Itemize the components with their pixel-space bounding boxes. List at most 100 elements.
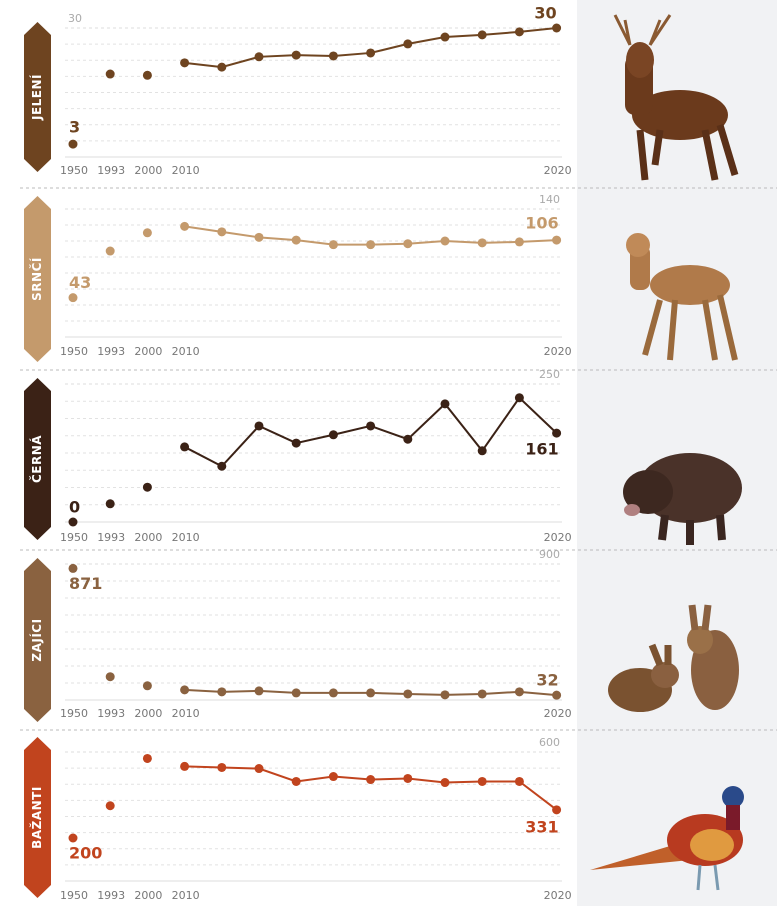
data-point (217, 687, 227, 697)
data-point (440, 32, 450, 42)
data-point (514, 687, 524, 697)
data-point (180, 221, 190, 231)
x-tick-label: 2020 (544, 531, 572, 544)
data-point (68, 139, 78, 149)
y-tick-label: 30 (68, 12, 82, 25)
data-point (328, 240, 338, 250)
data-point (477, 776, 487, 786)
data-point (440, 236, 450, 246)
value-label: 43 (69, 273, 91, 292)
x-tick-label: 2010 (172, 345, 200, 358)
data-point (68, 833, 78, 843)
data-point (477, 30, 487, 40)
data-point (328, 772, 338, 782)
data-point (514, 237, 524, 247)
x-tick-label: 2010 (172, 707, 200, 720)
value-label: 32 (536, 671, 558, 690)
x-tick-label: 1993 (97, 707, 125, 720)
title-banner (24, 22, 51, 172)
panel-title: JELENÍ (29, 74, 44, 121)
y-tick-label: 900 (539, 548, 560, 561)
hares (608, 604, 739, 712)
series-line (184, 27, 557, 69)
data-point (291, 50, 301, 60)
separators (20, 187, 777, 731)
data-point (403, 39, 413, 49)
x-tick-label: 2020 (544, 889, 572, 902)
series-line (184, 765, 558, 811)
data-point (366, 240, 376, 250)
data-point (366, 48, 376, 58)
x-tick-label: 2000 (134, 889, 162, 902)
x-tick-label: 1950 (60, 707, 88, 720)
data-point (477, 446, 487, 456)
data-point (142, 482, 152, 492)
value-label: 3 (69, 118, 80, 137)
data-point (291, 776, 301, 786)
data-point (403, 689, 413, 699)
value-label: 871 (69, 574, 102, 593)
data-point (403, 239, 413, 249)
data-point (142, 228, 152, 238)
data-point (180, 761, 190, 771)
title-banner (24, 196, 51, 362)
value-label: 106 (525, 214, 558, 233)
data-point (552, 23, 562, 33)
series-line (184, 396, 558, 468)
x-tick-label: 2020 (544, 164, 572, 177)
value-label: 200 (69, 844, 102, 863)
data-point (217, 227, 227, 237)
title-banner (24, 737, 51, 898)
data-point (68, 293, 78, 303)
x-tick-label: 1993 (97, 345, 125, 358)
data-point (514, 393, 524, 403)
data-point (552, 690, 562, 700)
pheasant (590, 786, 744, 891)
x-tick-label: 1993 (97, 531, 125, 544)
x-tick-label: 2000 (134, 345, 162, 358)
value-label: 161 (525, 440, 558, 459)
title-banner (24, 378, 51, 540)
data-point (142, 70, 152, 80)
data-point (291, 688, 301, 698)
data-point (291, 438, 301, 448)
image-panel (577, 0, 777, 906)
data-point (366, 421, 376, 431)
data-point (254, 232, 264, 242)
x-tick-label: 2020 (544, 707, 572, 720)
data-point (68, 563, 78, 573)
data-point (477, 238, 487, 248)
data-point (514, 27, 524, 37)
data-point (328, 51, 338, 61)
data-point (68, 517, 78, 527)
data-point (552, 805, 562, 815)
x-tick-label: 1993 (97, 889, 125, 902)
panel-title: SRNČÍ (29, 257, 44, 301)
data-point (552, 235, 562, 245)
data-point (180, 442, 190, 452)
x-tick-label: 1950 (60, 164, 88, 177)
x-tick-label: 2000 (134, 707, 162, 720)
panel-title: ZAJÍCI (29, 618, 44, 661)
data-point (440, 778, 450, 788)
data-point (105, 672, 115, 682)
data-point (254, 52, 264, 62)
x-tick-label: 2010 (172, 531, 200, 544)
panel-title: BAŽANTI (29, 786, 44, 849)
data-point (142, 681, 152, 691)
data-point (403, 773, 413, 783)
data-point (180, 58, 190, 68)
boar (623, 453, 742, 545)
deer (613, 14, 739, 181)
data-point (105, 246, 115, 256)
data-point (105, 499, 115, 509)
value-label: 30 (534, 4, 556, 23)
data-point (180, 685, 190, 695)
data-point (440, 690, 450, 700)
data-point (477, 689, 487, 699)
data-point (217, 762, 227, 772)
x-tick-label: 2000 (134, 164, 162, 177)
data-point (217, 62, 227, 72)
x-tick-label: 1950 (60, 345, 88, 358)
